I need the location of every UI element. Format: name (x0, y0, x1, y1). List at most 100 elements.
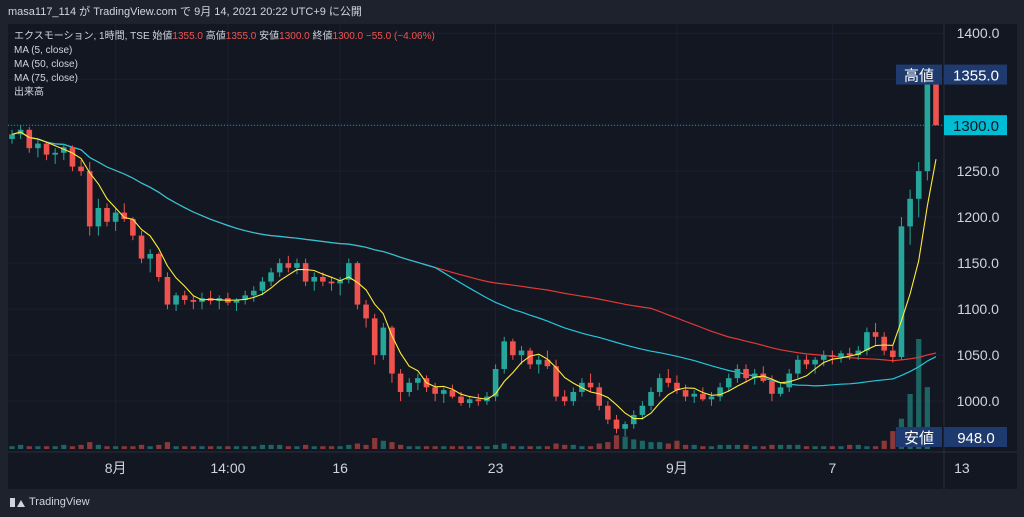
volume-bar (639, 440, 645, 449)
volume-bar (760, 446, 766, 449)
x-tick-label: 9月 (666, 460, 688, 476)
volume-bar (449, 446, 456, 449)
candle-body (371, 318, 378, 356)
volume-bar (337, 446, 343, 449)
candle-body (725, 378, 732, 388)
candle-body (320, 276, 326, 282)
volume-bar (432, 446, 438, 449)
candle-body (415, 378, 421, 383)
candle-body (544, 359, 551, 367)
legend-volume[interactable]: 出来高 (14, 87, 44, 98)
ma5-line (11, 131, 937, 420)
candle-body (138, 235, 145, 259)
volume-bar (726, 444, 732, 449)
price-label-value: 1355.0 (953, 68, 999, 85)
legend-ma75[interactable]: MA (75, close) (14, 73, 78, 84)
volume-bar (631, 439, 637, 449)
candle-body (173, 295, 179, 305)
footer-bar (0, 489, 1024, 517)
candle-body (449, 390, 456, 397)
legend-ma50[interactable]: MA (50, close) (14, 59, 78, 70)
volume-bar (423, 446, 430, 449)
candle-body (630, 414, 637, 425)
candle-body (501, 341, 508, 369)
candle-body (846, 353, 853, 356)
volume-bar (397, 444, 404, 449)
volume-bar (622, 436, 628, 449)
volume-bar (665, 443, 671, 449)
volume-bar (492, 444, 499, 449)
price-label-value: 1300.0 (953, 118, 999, 135)
volume-bar (389, 442, 395, 449)
candle-body (820, 355, 827, 360)
volume-bar (173, 446, 179, 449)
chart-area[interactable]: 1400.01350.01300.01250.01200.01150.01100… (8, 24, 1017, 489)
candle-body (786, 373, 792, 388)
candle-body (164, 276, 171, 305)
volume-bar (225, 446, 231, 449)
candle-body (475, 399, 482, 402)
candle-body (795, 359, 801, 374)
volume-bar (657, 442, 663, 449)
volume-bar (786, 444, 792, 449)
candle-body (864, 332, 870, 351)
candle-body (147, 253, 153, 259)
candle-body (95, 207, 102, 227)
candle-body (181, 295, 188, 300)
volume-bar (268, 444, 274, 449)
x-tick-label: 13 (954, 460, 970, 476)
volume-bar (587, 446, 594, 449)
price-chart-svg[interactable]: 1400.01350.01300.01250.01200.01150.01100… (8, 24, 1017, 489)
volume-bar (812, 446, 818, 449)
candle-body (587, 382, 594, 388)
volume-bar (311, 446, 317, 449)
candle-body (259, 281, 266, 291)
y-tick-label: 1250.0 (957, 163, 1000, 179)
volume-bar (890, 431, 896, 449)
candle-body (69, 147, 76, 167)
volume-bar (596, 443, 602, 449)
candle-body (190, 299, 197, 302)
candle-body (890, 350, 896, 358)
volume-bar (769, 444, 775, 449)
candle-body (492, 368, 499, 397)
volume-bar (138, 444, 145, 449)
y-tick-label: 1100.0 (957, 301, 999, 317)
volume-bar (441, 446, 447, 449)
volume-bar (251, 446, 257, 449)
volume-bar (26, 446, 32, 449)
volume-bar (130, 446, 136, 449)
candle-body (872, 332, 879, 337)
candle-body (881, 336, 887, 351)
candle-body (760, 373, 767, 381)
volume-bar (467, 446, 473, 449)
x-tick-label: 8月 (105, 460, 127, 476)
tradingview-brand[interactable]: TradingView (10, 496, 90, 508)
volume-bar (43, 446, 50, 449)
candle-body (596, 387, 603, 406)
candle-body (233, 299, 240, 303)
price-axis-bg (944, 24, 1017, 489)
volume-bar (847, 444, 853, 449)
candle-body (682, 390, 689, 397)
volume-bar (691, 444, 697, 449)
candle-body (52, 152, 58, 155)
candle-body (527, 350, 533, 365)
publish-header-text: masa117_114 が TradingView.com で 9月 14, 2… (8, 6, 362, 18)
candle-body (561, 396, 568, 402)
candle-body (777, 387, 784, 394)
candle-body (915, 171, 922, 199)
price-label-title: 安値 (904, 430, 934, 447)
candle-body (708, 396, 715, 400)
volume-bar (208, 446, 214, 449)
volume-bar (501, 443, 507, 449)
candle-body (121, 212, 128, 220)
legend-ma5[interactable]: MA (5, close) (14, 45, 73, 56)
price-label-title-bg (896, 427, 942, 447)
candle-body (717, 387, 723, 397)
candle-body (933, 74, 939, 126)
legend-open-label: 始値 (152, 31, 173, 42)
candle-body (751, 373, 758, 379)
y-tick-label: 1050.0 (957, 347, 1000, 363)
candle-body (380, 327, 387, 356)
